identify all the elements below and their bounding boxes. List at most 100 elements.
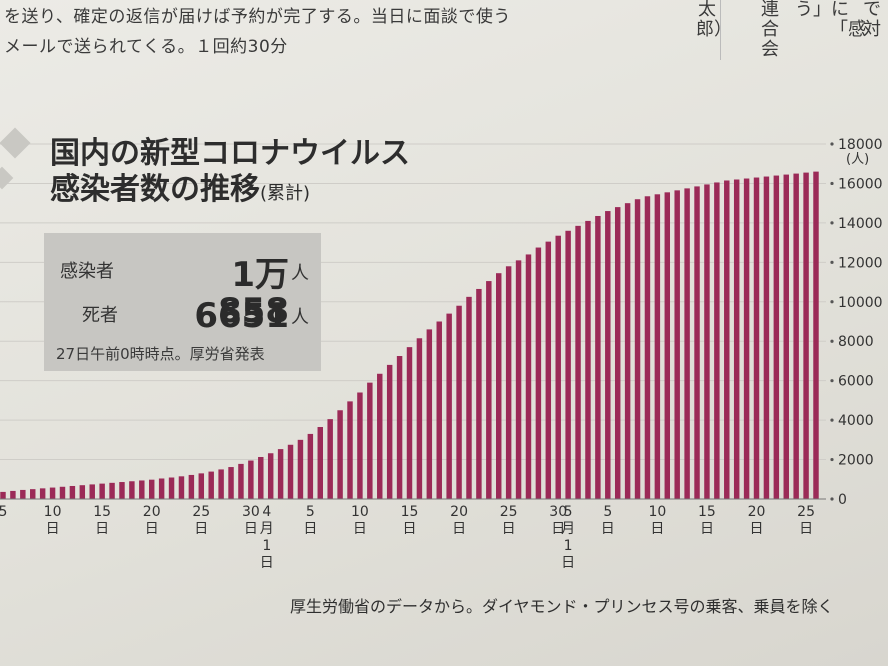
x-tick-label: 30 — [242, 504, 260, 520]
bar-3/13 — [79, 485, 86, 499]
x-tick-label: 日 — [403, 521, 417, 537]
x-tick-label: 日 — [244, 521, 258, 537]
bar-3/8 — [30, 489, 36, 499]
deaths-unit: 人 — [291, 307, 309, 328]
x-tick-label: 5 — [603, 504, 612, 520]
bar-4/15 — [406, 347, 413, 499]
article-line-1: を送り、確定の返信が届けば予約が完了する。当日に面談で使う — [4, 7, 511, 27]
bar-5/4 — [595, 215, 601, 499]
bar-5/11 — [664, 192, 671, 499]
x-tick-label: 15 — [698, 504, 716, 520]
bar-3/31 — [258, 456, 264, 499]
x-tick-label: 日 — [46, 521, 60, 537]
article-line-2: メールで送られてくる。１回約30分 — [4, 37, 288, 57]
bar-5/1 — [565, 230, 571, 499]
bar-3/9 — [39, 488, 46, 499]
x-tick-label: 日 — [750, 521, 764, 537]
bar-4/19 — [446, 313, 452, 499]
bar-4/27 — [525, 254, 532, 499]
x-tick-label: 20 — [450, 504, 468, 520]
bar-4/24 — [496, 273, 502, 499]
y-tick-label: 8000 — [838, 334, 874, 350]
bar-4/12 — [377, 373, 383, 499]
y-tick-mark — [830, 457, 834, 462]
bar-3/17 — [119, 482, 125, 499]
y-tick-label: 2000 — [838, 453, 874, 469]
x-tick-label: 日 — [95, 521, 109, 537]
bar-3/29 — [238, 463, 244, 499]
x-tick-label: 15 — [93, 504, 111, 520]
bar-4/30 — [555, 235, 561, 500]
y-tick-label: 4000 — [838, 413, 874, 429]
bar-3/25 — [198, 473, 205, 499]
y-tick-mark — [830, 339, 834, 343]
bar-5/2 — [575, 225, 581, 499]
infected-unit: 人 — [291, 263, 309, 284]
deaths-value: 858 — [218, 291, 289, 331]
x-tick-label: 日 — [353, 521, 367, 537]
x-tick-label: 10 — [351, 504, 369, 520]
y-tick-mark — [830, 221, 834, 225]
x-tick-label: 1 — [564, 538, 573, 554]
bar-3/18 — [129, 481, 135, 499]
bar-3/10 — [49, 487, 56, 499]
x-tick-label: 月 — [561, 521, 575, 537]
bar-3/14 — [89, 484, 95, 499]
y-tick-mark — [830, 379, 834, 383]
bar-5/6 — [614, 207, 621, 499]
bar-5/14 — [694, 186, 700, 499]
bar-4/8 — [337, 410, 343, 499]
infected-label: 感染者 — [60, 261, 114, 282]
y-tick-label: 6000 — [838, 374, 874, 390]
bar-4/5 — [307, 433, 314, 499]
x-tick-label: 日 — [561, 555, 575, 571]
bar-5/9 — [644, 196, 651, 499]
bar-4/22 — [476, 288, 482, 499]
bar-3/5 — [0, 491, 6, 499]
bar-3/30 — [248, 460, 254, 499]
bar-5/19 — [743, 178, 750, 499]
bar-5/22 — [773, 175, 780, 500]
y-tick-mark — [830, 260, 834, 264]
bar-4/17 — [426, 329, 433, 499]
article-column-5: で対 — [863, 0, 881, 40]
y-tick-label: 16000 — [838, 176, 883, 192]
bar-4/26 — [515, 260, 522, 499]
bar-4/20 — [456, 305, 462, 499]
bar-3/19 — [139, 480, 145, 499]
summary-panel: 感染者 1万6651 人 死者 858 人 27日午前0時時点。厚労省発表 — [44, 233, 321, 371]
x-tick-label: 30 — [549, 504, 567, 520]
x-tick-label: 日 — [502, 521, 516, 537]
bar-3/12 — [69, 485, 76, 499]
bar-4/3 — [287, 444, 294, 499]
bar-3/24 — [188, 474, 195, 499]
deaths-row: 死者 858 人 — [44, 291, 321, 335]
bar-4/23 — [486, 281, 492, 499]
x-tick-label: 5 — [0, 504, 7, 520]
x-tick-label: 20 — [748, 504, 766, 520]
bar-5/7 — [624, 203, 631, 499]
summary-note: 27日午前0時時点。厚労省発表 — [56, 345, 265, 363]
bar-4/10 — [357, 392, 363, 499]
source-note: 厚生労働省のデータから。ダイヤモンド・プリンセス号の乗客、乗員を除く — [290, 597, 834, 616]
chart-title-line-2: 感染者数の推移 — [50, 172, 260, 207]
bar-4/16 — [416, 338, 423, 499]
bar-3/15 — [99, 483, 105, 499]
x-tick-label: 日 — [700, 521, 714, 537]
bar-5/8 — [634, 199, 641, 499]
infected-value: 1万6651 — [194, 255, 289, 336]
y-tick-label: 10000 — [838, 295, 883, 311]
bar-4/14 — [396, 356, 403, 499]
x-tick-label: 25 — [192, 504, 210, 520]
x-tick-label: 日 — [601, 521, 615, 537]
bar-5/5 — [605, 211, 611, 500]
x-tick-label: 日 — [452, 521, 466, 537]
bar-3/16 — [109, 482, 115, 499]
bar-5/25 — [803, 172, 809, 499]
y-tick-label: 18000 — [838, 137, 883, 153]
chart-title: 国内の新型コロナウイルス 感染者数の推移(累計) — [50, 136, 410, 212]
x-tick-label: 日 — [303, 521, 317, 537]
x-tick-label: 日 — [650, 521, 664, 537]
column-divider — [720, 0, 721, 60]
